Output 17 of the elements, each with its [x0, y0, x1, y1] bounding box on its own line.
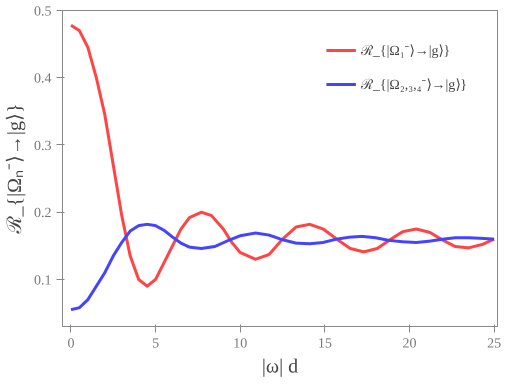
x-tick-label: 15	[318, 336, 332, 352]
x-tick-label: 5	[152, 336, 160, 352]
y-tick-label: 0.5	[34, 4, 52, 20]
x-axis-title: |ω| d	[262, 356, 298, 378]
x-tick-label: 25	[487, 336, 502, 352]
line-series	[69, 222, 496, 312]
x-tick-label: 10	[233, 336, 248, 352]
x-tick-label: 20	[402, 336, 416, 352]
y-tick-label: 0.2	[34, 206, 52, 222]
legend-label: ℛ_{|Ω₁⁻⟩→|g⟩}	[360, 43, 450, 60]
x-tick-label: 0	[67, 336, 74, 352]
y-axis-title: ℛ_{|Ωₙ⁻⟩→|g⟩}	[4, 103, 26, 235]
y-tick-label: 0.4	[34, 72, 52, 87]
line-series	[69, 24, 496, 288]
legend-label: ℛ_{|Ω₂,₃,₄⁻⟩→|g⟩}	[360, 77, 467, 94]
y-tick-label: 0.1	[34, 273, 52, 288]
y-tick-label: 0.3	[34, 138, 52, 154]
